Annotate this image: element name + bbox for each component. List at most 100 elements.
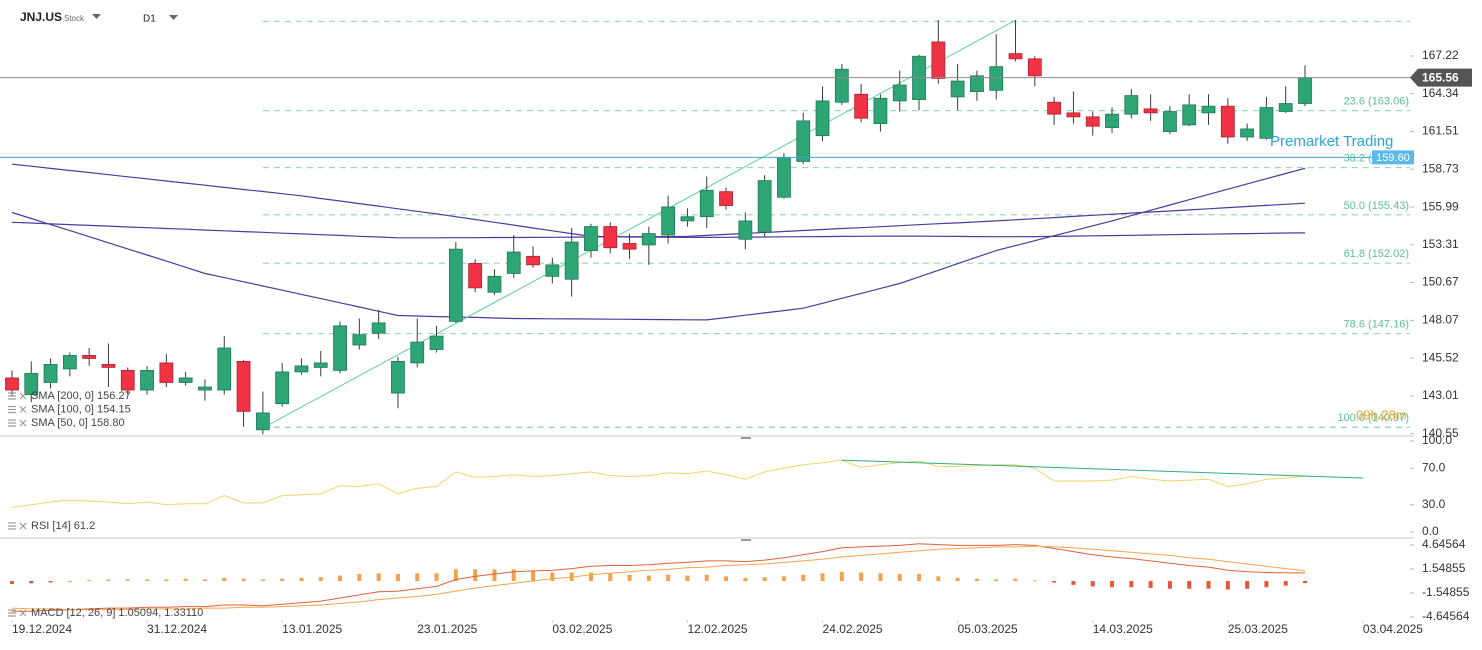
- candle-body: [1066, 112, 1081, 118]
- macd-histogram-bar: [299, 577, 304, 581]
- candle-body: [834, 68, 849, 103]
- macd-histogram-bar: [338, 575, 343, 581]
- macd-histogram-bar: [646, 575, 651, 581]
- candle-body: [1259, 107, 1274, 139]
- macd-histogram-bar: [801, 574, 806, 581]
- x-tick-label: 05.03.2025: [958, 622, 1018, 636]
- legend-close-icon: [19, 392, 27, 400]
- y-tick-label: 145.52: [1422, 350, 1459, 364]
- moving-average: [11, 163, 1306, 238]
- candle-body: [468, 263, 483, 289]
- candle-body: [1124, 95, 1139, 115]
- candle-body: [82, 355, 97, 359]
- candle-body: [62, 355, 77, 370]
- macd-histogram-bar: [666, 574, 671, 581]
- symbol[interactable]: JNJ.US: [20, 10, 62, 24]
- macd-histogram-bar: [48, 581, 53, 583]
- macd-histogram-bar: [878, 573, 883, 581]
- last-price-label: 165.56: [1422, 70, 1459, 84]
- macd-histogram-bar: [550, 572, 555, 581]
- macd-histogram-bar: [627, 574, 632, 581]
- candle-body: [333, 325, 347, 371]
- macd-histogram-bar: [588, 572, 593, 581]
- candle-body: [584, 226, 598, 251]
- candle-body: [622, 243, 637, 250]
- horizontal-line-label: 159.60: [1376, 152, 1410, 164]
- macd-histogram-bar: [936, 576, 941, 581]
- macd-histogram-bar: [434, 573, 439, 581]
- macd-histogram-bar: [1225, 581, 1230, 590]
- macd-histogram-bar: [859, 572, 864, 581]
- candle-body: [950, 80, 965, 98]
- macd-histogram-bar: [531, 570, 536, 581]
- macd-histogram-bar: [492, 569, 497, 581]
- y-tick-label: 4.64564: [1422, 537, 1466, 551]
- macd-histogram-bar: [29, 581, 34, 584]
- fib-label: 100.0 (140.97): [1337, 412, 1409, 424]
- candle-body: [603, 226, 618, 249]
- interval[interactable]: D1: [143, 14, 156, 25]
- macd-histogram-bar: [1187, 581, 1192, 589]
- macd-histogram-bar: [1148, 581, 1153, 588]
- y-tick-label: 155.99: [1422, 199, 1459, 213]
- macd-histogram-bar: [917, 574, 922, 581]
- candle-body: [1047, 101, 1062, 115]
- macd-histogram-bar: [781, 576, 786, 581]
- candle-body: [371, 322, 386, 334]
- x-tick-label: 13.01.2025: [282, 622, 342, 636]
- candle-body: [931, 41, 946, 79]
- candle-body: [1008, 53, 1023, 60]
- candle-body: [506, 251, 521, 274]
- rsi-line: [11, 459, 1306, 508]
- macd-histogram-bar: [1245, 581, 1250, 589]
- candle-body: [217, 347, 232, 391]
- candle-body: [892, 84, 907, 102]
- candle-body: [159, 362, 174, 383]
- macd-histogram-bar: [762, 577, 767, 581]
- macd-histogram-bar: [318, 577, 323, 581]
- macd-histogram-bar: [1264, 581, 1269, 588]
- macd-histogram-bar: [511, 569, 516, 581]
- candle-body: [352, 334, 367, 346]
- fib-label: 61.8 (152.02): [1344, 248, 1409, 260]
- y-tick-label: 164.34: [1422, 86, 1459, 100]
- candle-body: [140, 370, 154, 391]
- x-tick-label: 14.03.2025: [1093, 622, 1153, 636]
- macd-histogram-bar: [9, 581, 14, 585]
- macd-histogram-bar: [222, 577, 227, 581]
- candle-body: [854, 93, 869, 119]
- candle-body: [120, 370, 135, 391]
- macd-histogram-bar: [164, 579, 169, 581]
- candle-body: [1163, 111, 1177, 133]
- macd-histogram-bar: [1206, 581, 1211, 589]
- macd-histogram-bar: [820, 573, 825, 581]
- candle-body: [410, 341, 425, 364]
- candle-body: [236, 361, 251, 412]
- candle-body: [1220, 105, 1235, 138]
- x-tick-label: 12.02.2025: [687, 622, 747, 636]
- interval-dropdown[interactable]: [169, 15, 178, 20]
- macd-histogram-bar: [704, 574, 709, 581]
- fib-label: 23.6 (163.06): [1344, 96, 1409, 108]
- y-tick-label: 1.54855: [1422, 561, 1466, 575]
- candle-body: [661, 206, 676, 236]
- candle-body: [1201, 105, 1216, 114]
- x-tick-label: 23.01.2025: [417, 622, 477, 636]
- macd-histogram-bar: [1013, 578, 1018, 581]
- macd-histogram-bar: [67, 581, 72, 582]
- macd-histogram-bar: [1032, 580, 1037, 582]
- macd-histogram-bar: [955, 577, 960, 581]
- candle-body: [719, 191, 733, 206]
- candle-body: [699, 189, 714, 218]
- trend-line: [262, 19, 1016, 429]
- x-tick-label: 25.03.2025: [1228, 622, 1288, 636]
- y-tick-label: 30.0: [1422, 497, 1446, 511]
- candle-body: [1105, 113, 1119, 128]
- symbol-dropdown[interactable]: [92, 14, 101, 19]
- candle-body: [1240, 128, 1255, 138]
- macd-histogram-bar: [376, 573, 381, 581]
- macd-line: [12, 543, 1305, 612]
- macd-histogram-bar: [87, 580, 92, 582]
